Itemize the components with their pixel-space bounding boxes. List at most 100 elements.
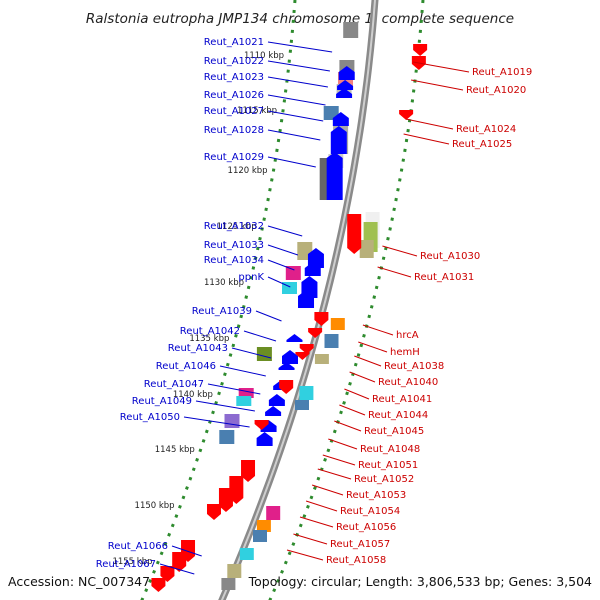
right-gene-label: Reut_A1056 xyxy=(336,522,396,533)
reverse-gene-arrow xyxy=(218,488,233,512)
tick-marks xyxy=(140,0,425,600)
left-gene-label: Reut_A1043 xyxy=(168,343,228,354)
left-gene-leader xyxy=(267,76,328,88)
left-gene-leader xyxy=(219,365,266,377)
feature-box xyxy=(299,386,314,400)
feature-box xyxy=(314,354,329,364)
right-gene-leader xyxy=(334,420,362,432)
left-gene-label: Reut_A1021 xyxy=(204,37,264,48)
kbp-label: 1130 kbp xyxy=(204,278,244,288)
left-gene-labels: Reut_A1021 Reut_A1022 Reut_A1023 Reut_A1026… xyxy=(96,37,333,575)
feature-box xyxy=(359,240,374,258)
feature-box xyxy=(227,564,242,578)
forward-gene-arrow xyxy=(326,152,343,200)
right-gene-label: Reut_A1041 xyxy=(372,394,432,405)
reverse-gene-arrow xyxy=(308,328,323,338)
forward-gene-arrow xyxy=(298,290,315,308)
reverse-gene-arrow xyxy=(241,460,256,482)
forward-gene-arrow xyxy=(265,406,282,416)
right-gene-leader xyxy=(339,404,366,416)
kbp-label: 1115 kbp xyxy=(237,106,277,116)
feature-box xyxy=(239,548,254,560)
kbp-label: 1155 kbp xyxy=(112,557,152,567)
map-title: Ralstonia eutropha JMP134 chromosome 1, … xyxy=(86,11,514,27)
right-gene-label: Reut_A1040 xyxy=(378,377,438,388)
feature-box xyxy=(324,334,339,348)
kbp-label: 1140 kbp xyxy=(173,390,213,400)
right-gene-label: Reut_A1058 xyxy=(326,555,386,566)
forward-gene-arrow xyxy=(330,126,347,154)
left-gene-label: Reut_A1022 xyxy=(204,56,264,67)
tick-track-left xyxy=(140,0,297,600)
left-gene-label: Reut_A1039 xyxy=(192,306,252,317)
left-gene-leader xyxy=(267,41,333,53)
right-gene-leader xyxy=(354,355,382,367)
forward-gene-arrow xyxy=(286,334,303,342)
right-gene-label: Reut_A1048 xyxy=(360,444,420,455)
right-gene-label: Reut_A1019 xyxy=(472,67,532,78)
kbp-label: 1120 kbp xyxy=(228,166,268,176)
kbp-label: 1145 kbp xyxy=(155,445,195,455)
right-gene-leader xyxy=(317,468,352,480)
feature-box xyxy=(221,578,236,590)
right-gene-leader xyxy=(311,484,344,496)
left-gene-leader xyxy=(195,400,255,412)
right-gene-leader xyxy=(362,324,394,336)
reverse-gene-arrow xyxy=(279,380,294,394)
left-gene-leader xyxy=(267,110,324,122)
left-gene-leader xyxy=(267,129,321,141)
left-gene-leader xyxy=(159,563,195,575)
right-gene-label: Reut_A1038 xyxy=(384,361,444,372)
kbp-label: 1125 kbp xyxy=(217,222,257,232)
left-gene-label: Reut_A1067 xyxy=(96,559,156,570)
right-gene-leader xyxy=(349,371,376,383)
left-gene-leader xyxy=(267,276,291,288)
kbp-labels: 1110 kbp 1115 kbp 1120 kbp 1125 kbp 1130 kbp… xyxy=(112,51,284,567)
left-gene-label: Reut_A1026 xyxy=(204,90,264,101)
feature-box xyxy=(285,266,301,280)
forward-gene-arrow xyxy=(304,262,321,276)
left-gene-label: Reut_A1033 xyxy=(204,240,264,251)
right-gene-label: Reut_A1053 xyxy=(346,490,406,501)
right-gene-leader xyxy=(413,61,470,73)
forward-gene-arrow xyxy=(337,80,354,90)
left-gene-label: Reut_A1049 xyxy=(132,396,192,407)
left-gene-label: Reut_A1066 xyxy=(108,541,168,552)
left-gene-label: Reut_A1028 xyxy=(204,125,264,136)
left-gene-label: Reut_A1046 xyxy=(156,361,216,372)
forward-gene-arrow xyxy=(268,394,285,406)
right-gene-label: Reut_A1051 xyxy=(358,460,418,471)
feature-box xyxy=(256,520,271,532)
right-gene-leader xyxy=(293,533,328,545)
forward-gene-arrow xyxy=(278,362,295,370)
feature-box xyxy=(253,530,267,542)
reverse-gene-arrow xyxy=(206,504,221,520)
feature-box xyxy=(343,22,359,38)
left-gene-leader xyxy=(267,94,326,106)
right-gene-label: Reut_A1057 xyxy=(330,539,390,550)
left-gene-label: Reut_A1032 xyxy=(204,221,264,232)
forward-gene-arrow xyxy=(338,66,355,80)
forward-gene-arrow xyxy=(256,432,273,446)
left-gene-label: Reut_A1047 xyxy=(144,379,204,390)
right-gene-leader xyxy=(344,388,370,400)
right-gene-leader xyxy=(405,118,454,130)
reverse-gene-arrow xyxy=(254,420,269,430)
right-gene-label: Reut_A1031 xyxy=(414,272,474,283)
right-gene-label: Reut_A1045 xyxy=(364,426,424,437)
right-gene-label: Reut_A1030 xyxy=(420,251,480,262)
feature-box xyxy=(330,318,345,330)
left-gene-leader xyxy=(207,383,261,395)
left-gene-label: Reut_A1023 xyxy=(204,72,264,83)
feature-box xyxy=(295,400,309,410)
right-gene-leader xyxy=(411,79,464,91)
right-gene-label: hrcA xyxy=(396,330,419,341)
kbp-label: 1150 kbp xyxy=(135,501,175,511)
left-gene-label: Reut_A1050 xyxy=(120,412,180,423)
right-gene-label: Reut_A1025 xyxy=(452,139,512,150)
reverse-gene-arrow xyxy=(314,312,329,326)
left-gene-leader xyxy=(171,545,202,557)
feature-box xyxy=(266,506,281,520)
right-gene-leader xyxy=(328,438,358,450)
reverse-gene-arrow xyxy=(299,344,314,354)
